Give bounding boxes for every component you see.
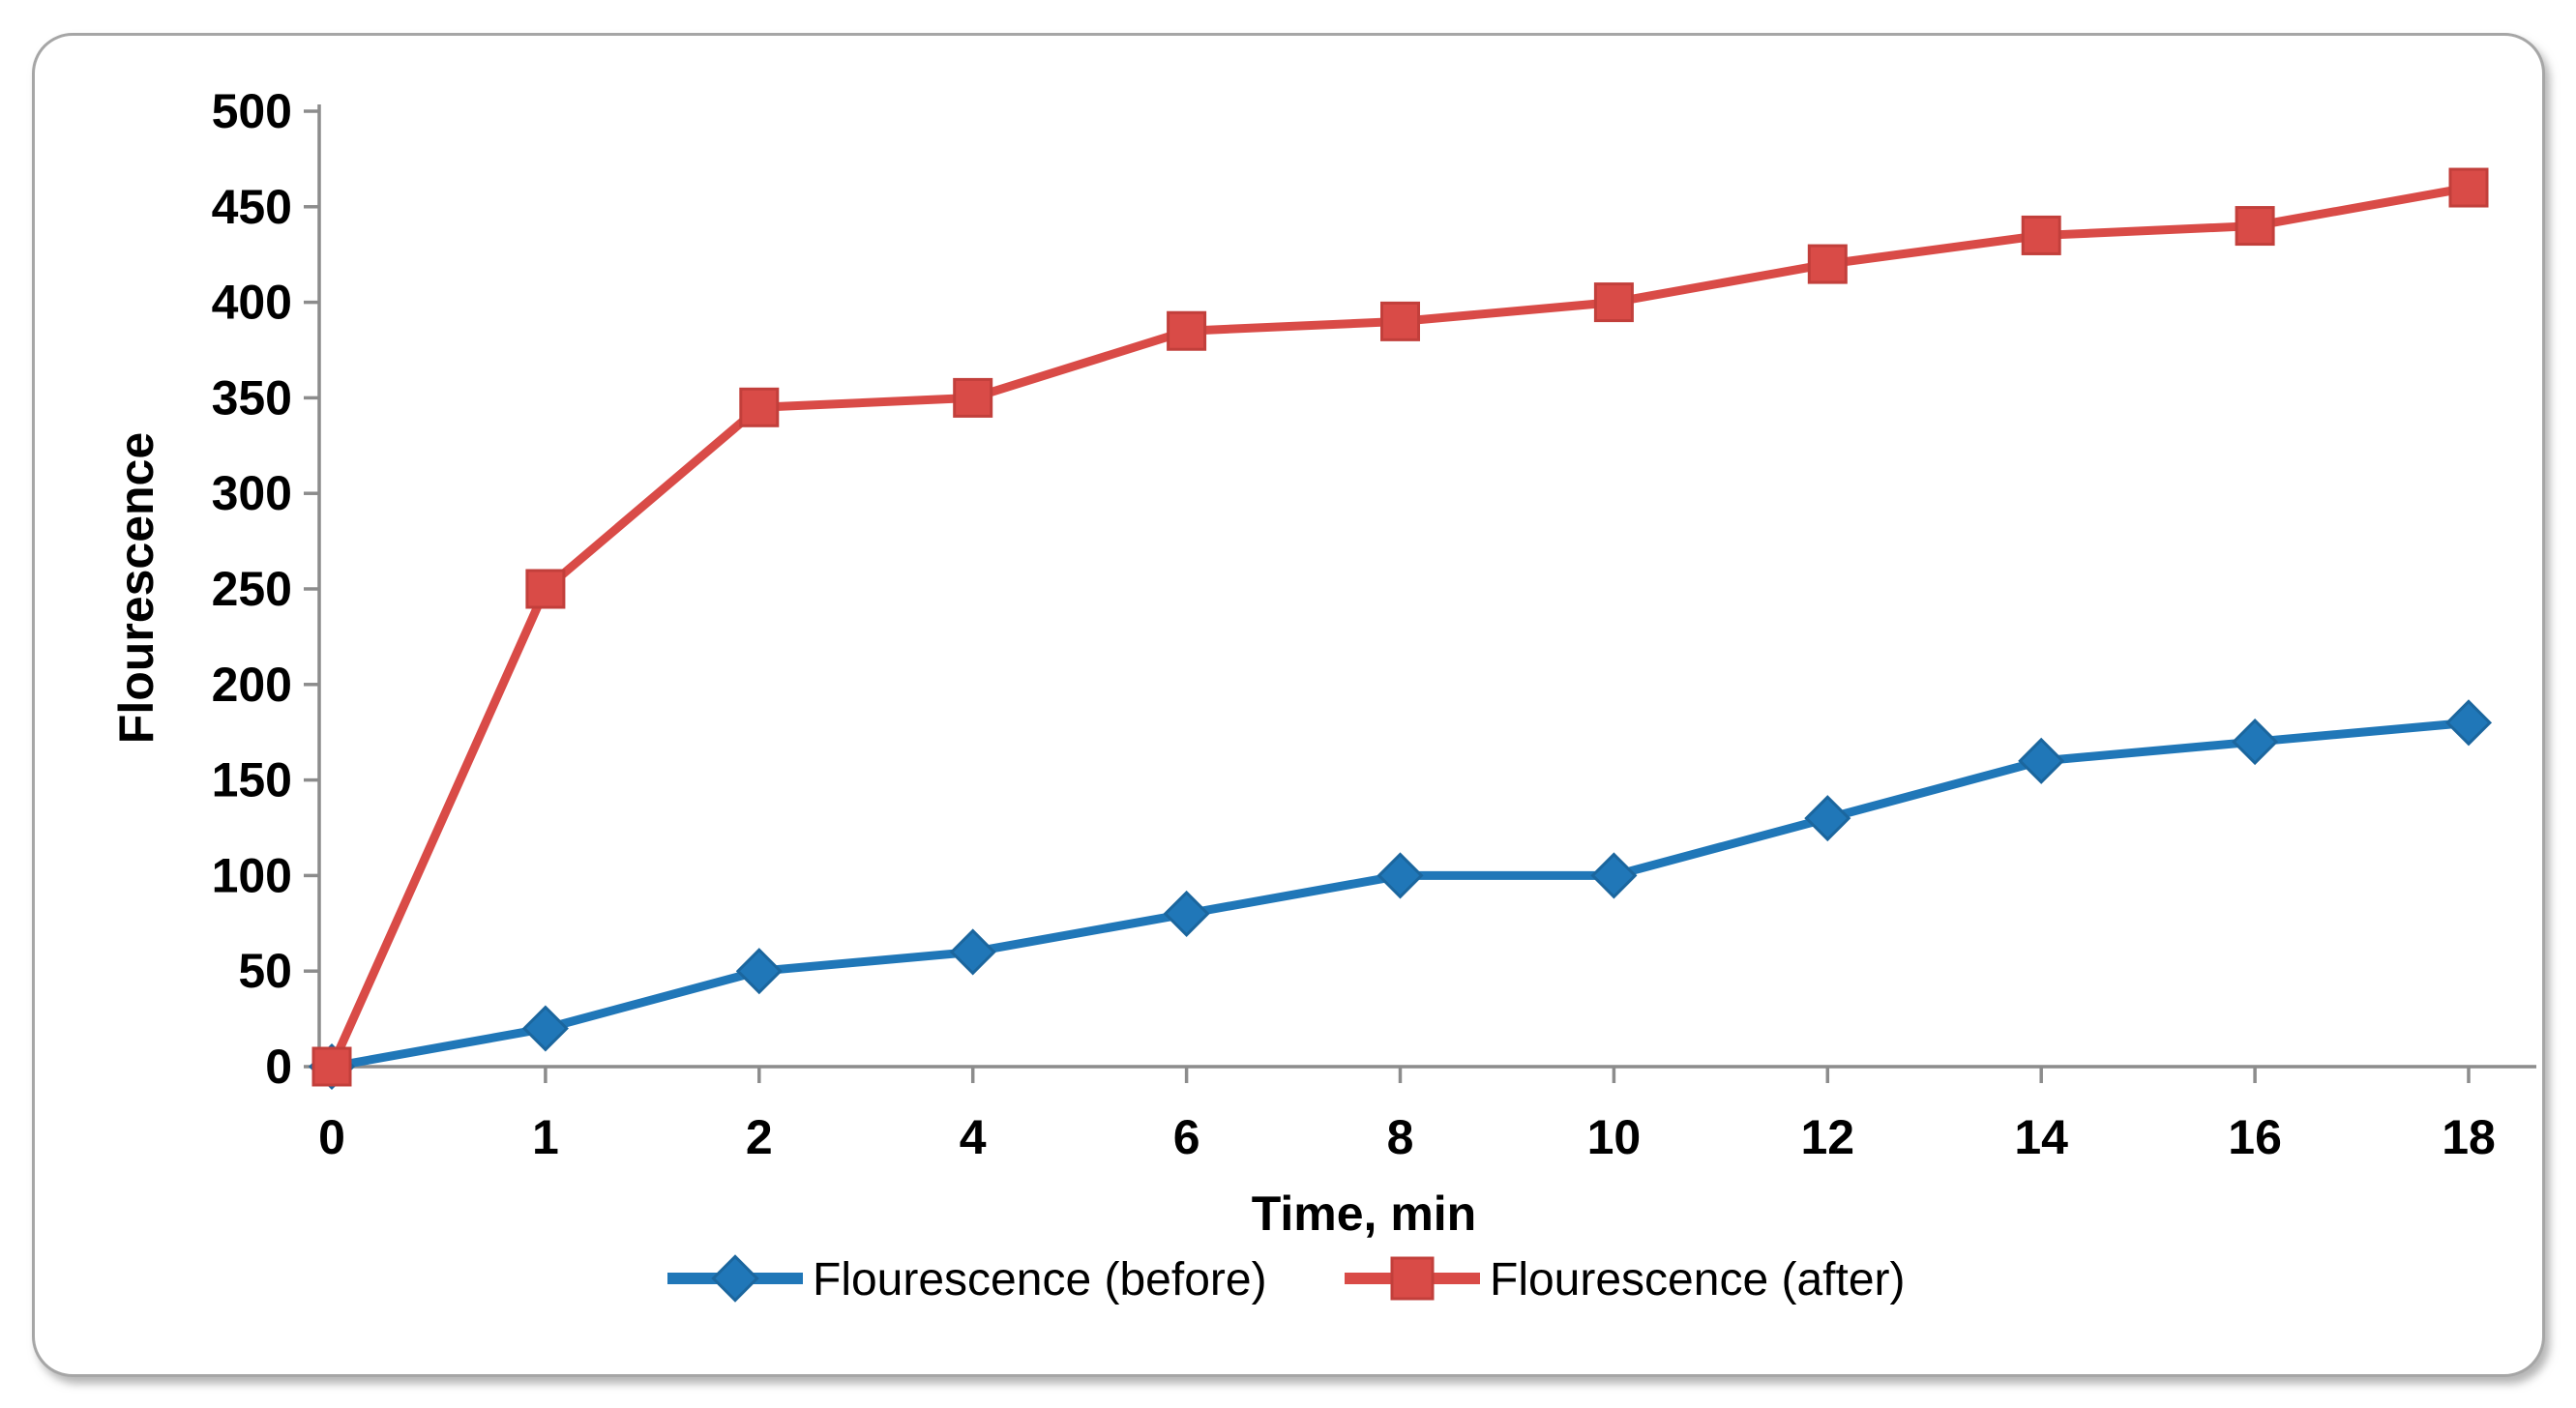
data-point-before [2018, 737, 2065, 784]
data-point-before [949, 928, 996, 976]
data-point-after [2021, 215, 2061, 255]
y-tick-label: 400 [212, 276, 292, 330]
x-tick-label: 16 [2228, 1110, 2282, 1164]
x-tick-label: 8 [1387, 1110, 1414, 1164]
data-point-after [953, 377, 993, 418]
y-tick-label: 150 [212, 753, 292, 807]
data-point-after [525, 569, 566, 609]
data-point-after [1167, 310, 1207, 351]
y-tick-label: 500 [212, 84, 292, 138]
data-point-after [1593, 282, 1634, 323]
x-tick-label: 1 [532, 1110, 559, 1164]
y-tick-label: 300 [212, 466, 292, 520]
x-tick-label: 18 [2442, 1110, 2496, 1164]
data-point-after [2235, 206, 2275, 247]
x-tick-label: 10 [1587, 1110, 1642, 1164]
y-tick-label: 350 [212, 370, 292, 425]
y-tick-label: 100 [212, 848, 292, 902]
data-point-after [1807, 244, 1848, 284]
x-tick-label: 6 [1173, 1110, 1200, 1164]
data-point-before [1804, 795, 1851, 842]
x-tick-label: 0 [318, 1110, 345, 1164]
data-point-before [2444, 699, 2493, 747]
legend-marker-square-icon [1390, 1256, 1435, 1301]
data-point-before [2232, 719, 2279, 766]
data-point-before [1377, 852, 1424, 899]
y-tick-label: 0 [265, 1040, 292, 1094]
y-tick-label: 450 [212, 180, 292, 234]
y-axis-title: Flourescence [109, 432, 163, 744]
data-point-after [739, 387, 780, 427]
x-tick-label: 2 [746, 1110, 773, 1164]
chart-frame [32, 33, 2545, 1377]
x-axis-title: Time, min [1252, 1187, 1476, 1241]
legend-marker-diamond-icon [711, 1254, 759, 1303]
legend-label: Flourescence (before) [813, 1254, 1267, 1305]
data-point-after [1380, 301, 1420, 341]
data-point-after [2448, 167, 2489, 208]
y-tick-label: 250 [212, 562, 292, 616]
x-tick-label: 4 [960, 1110, 987, 1164]
x-tick-label: 12 [1800, 1110, 1854, 1164]
data-point-before [521, 1005, 569, 1052]
data-point-after [311, 1046, 352, 1087]
data-point-before [1590, 852, 1638, 899]
y-tick-label: 200 [212, 658, 292, 712]
y-tick-label: 50 [238, 944, 292, 998]
data-point-before [735, 948, 783, 995]
x-tick-label: 14 [2014, 1110, 2068, 1164]
legend-label: Flourescence (after) [1490, 1254, 1906, 1305]
data-point-before [1163, 890, 1210, 937]
